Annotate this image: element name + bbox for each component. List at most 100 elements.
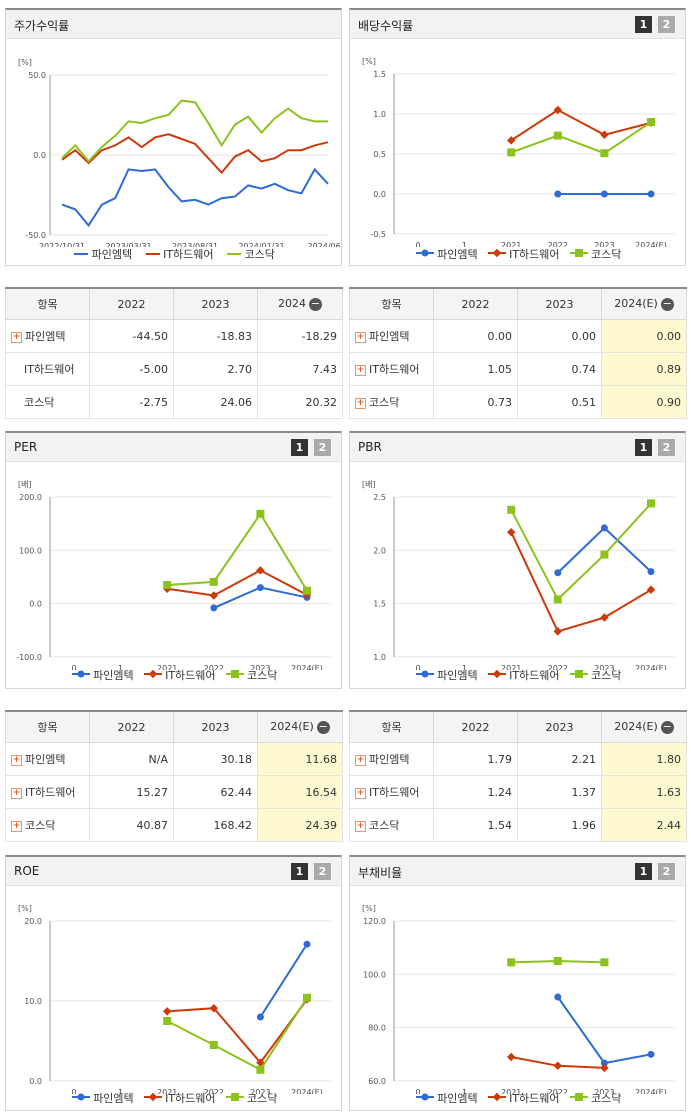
expand-icon[interactable]: + [355, 331, 366, 343]
x-tick-label: 2021 [501, 664, 521, 670]
data-point [574, 1093, 583, 1101]
page-1-button[interactable]: 1 [635, 863, 652, 880]
axis-unit: [배] [18, 480, 32, 489]
data-point [492, 248, 501, 258]
table-row: IT하드웨어 -5.00 2.70 7.43 [5, 352, 343, 386]
data-point [600, 149, 609, 158]
data-point [421, 670, 429, 678]
legend-label: 코스닥 [587, 1092, 622, 1105]
data-point [492, 1092, 501, 1102]
page-1-button[interactable]: 1 [291, 439, 308, 456]
data-point [553, 957, 562, 965]
expand-icon[interactable]: + [11, 754, 22, 766]
data-point [554, 569, 562, 577]
expand-icon[interactable]: + [11, 820, 22, 832]
table-cell: 1.54 [433, 808, 518, 842]
expand-icon[interactable]: + [11, 787, 22, 799]
data-point [492, 669, 501, 679]
expand-icon[interactable]: + [11, 331, 22, 343]
data-point [647, 568, 655, 576]
x-tick-label: 1 [462, 664, 467, 670]
page-2-button[interactable]: 2 [314, 439, 331, 456]
page-1-button[interactable]: 1 [635, 439, 652, 456]
expand-icon[interactable]: + [355, 754, 366, 766]
collapse-icon[interactable]: − [316, 719, 330, 734]
page-2-button[interactable]: 2 [658, 863, 675, 880]
column-header: 2022 [89, 287, 174, 320]
collapse-icon[interactable]: − [660, 719, 674, 734]
table-cell: -2.75 [89, 385, 174, 419]
pbr-panel: PBR 1 2 [배] 2.5 2.0 1.5 1.0 0 1 2021 2022 2023 202… [349, 431, 686, 689]
x-tick-label: 0 [71, 1088, 76, 1094]
column-header: 항목 [349, 710, 434, 743]
legend-item-1: 파인엠텍 [71, 669, 134, 682]
series-line [510, 108, 652, 142]
pager: 1 2 [291, 439, 331, 456]
data-point [647, 118, 655, 126]
panel-header: 부채비율 1 2 [350, 857, 685, 886]
column-header: 2023 [517, 287, 602, 320]
axis-unit: [%] [362, 904, 376, 913]
data-point [230, 670, 239, 678]
table-cell: 1.96 [517, 808, 602, 842]
data-point [506, 136, 516, 145]
data-point [554, 190, 562, 198]
page-2-button[interactable]: 2 [658, 16, 675, 33]
table-row: + 코스닥 1.54 1.96 2.44 [349, 808, 687, 842]
x-tick-label: 2024(E) [635, 664, 667, 670]
data-point [256, 566, 265, 575]
column-header: 항목 [5, 287, 90, 320]
data-point [600, 130, 609, 140]
y-tick-label: 2.5 [373, 493, 386, 502]
row-name: + 코스닥 [349, 385, 434, 419]
table-cell: 1.05 [433, 352, 518, 386]
expand-icon[interactable]: + [355, 364, 366, 376]
legend-label: 코스닥 [243, 669, 278, 682]
y-tick-label: -50.0 [25, 231, 46, 240]
axis-unit: [배] [362, 480, 376, 489]
row-name: + 코스닥 [5, 808, 90, 842]
data-point [647, 1050, 655, 1058]
column-header: 2024(E) − [601, 287, 687, 320]
table-cell: 7.43 [257, 352, 343, 386]
page-2-button[interactable]: 2 [314, 863, 331, 880]
table-cell: 0.74 [517, 352, 602, 386]
y-tick-label: 80.0 [368, 1024, 386, 1033]
x-tick-label: 0 [71, 664, 76, 670]
y-tick-label: -100.0 [16, 653, 42, 662]
column-header: 2023 [517, 710, 602, 743]
data-point [600, 613, 609, 622]
legend-item-3: 코스닥 [569, 1092, 622, 1105]
table-row: + 코스닥 40.87 168.42 24.39 [5, 808, 343, 842]
collapse-icon[interactable]: − [309, 296, 322, 311]
y-tick-label: 1.5 [373, 70, 386, 79]
table-cell: 168.42 [173, 808, 258, 842]
x-tick-label: 2022 [204, 664, 224, 670]
data-point [600, 190, 608, 198]
row-name: + 파인엠텍 [349, 742, 434, 776]
table-cell: 0.90 [601, 385, 687, 419]
column-header: 2024(E) − [257, 710, 343, 743]
legend-label: 파인엠텍 [89, 1092, 134, 1105]
series-line [167, 569, 308, 597]
legend-label: IT하드웨어 [505, 669, 560, 682]
expand-icon[interactable]: + [355, 787, 366, 799]
page-1-button[interactable]: 1 [291, 863, 308, 880]
expand-icon[interactable]: + [355, 397, 366, 409]
page-1-button[interactable]: 1 [635, 16, 652, 33]
page-2-button[interactable]: 2 [658, 439, 675, 456]
legend-item-3: 코스닥 [225, 1092, 277, 1105]
table-row: + 파인엠텍 1.79 2.21 1.80 [349, 742, 687, 776]
pager: 1 2 [635, 16, 675, 33]
data-point [230, 1093, 239, 1101]
collapse-icon[interactable]: − [660, 296, 674, 311]
y-tick-label: 0.0 [373, 190, 386, 199]
table-cell: 24.39 [257, 808, 343, 842]
table-row: + 파인엠텍 N/A 30.18 11.68 [5, 742, 343, 776]
series-line [61, 167, 329, 228]
expand-icon[interactable]: + [355, 820, 366, 832]
legend-item-2: IT하드웨어 [143, 669, 216, 682]
legend-item-2: IT하드웨어 [487, 1092, 560, 1105]
legend-label: 파인엠텍 [89, 669, 134, 682]
panel-header: PER 1 2 [6, 433, 341, 462]
